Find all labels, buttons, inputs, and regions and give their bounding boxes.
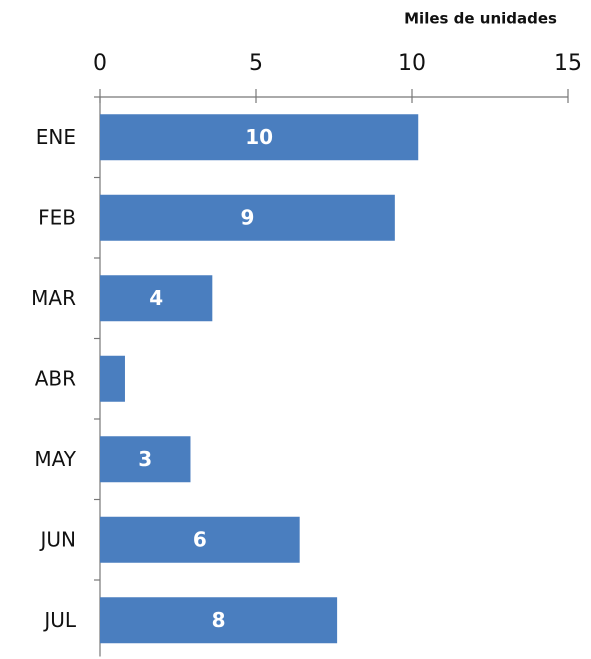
bar [100,275,213,322]
axis-title: Miles de unidades [404,10,557,28]
y-tick-label: JUL [42,608,77,632]
bar [100,516,300,563]
y-tick-label: ABR [35,366,76,390]
bar [100,436,191,483]
data-label: 8 [212,608,226,632]
data-label: 4 [149,286,163,310]
bar [100,194,395,241]
data-label: 6 [193,527,207,551]
x-tick-label: 0 [93,51,107,76]
y-tick-label: ENE [36,125,76,149]
x-tick-label: 5 [249,51,263,76]
data-label: 3 [138,447,152,471]
bar [100,114,419,161]
data-label: 9 [240,205,254,229]
bar [100,597,338,644]
y-tick-label: JUN [39,527,77,551]
x-tick-label: 10 [398,51,426,76]
x-tick-label: 15 [554,51,582,76]
bar [100,355,125,402]
y-tick-label: MAR [31,286,76,310]
y-tick-label: FEB [38,205,76,229]
y-tick-label: MAY [34,447,76,471]
data-label: 10 [245,125,273,149]
